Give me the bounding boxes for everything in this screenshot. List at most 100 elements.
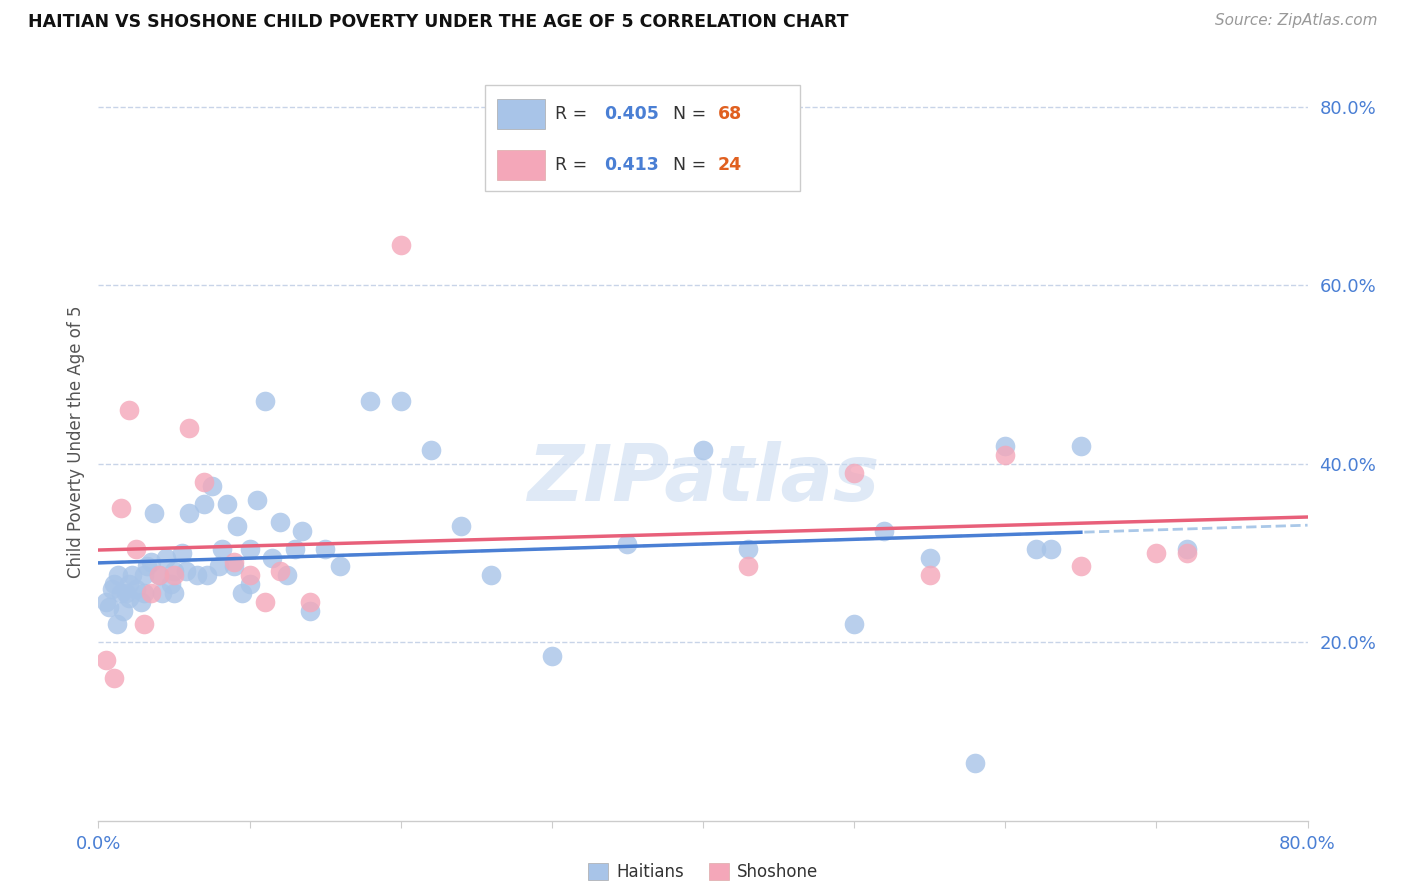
Point: [193, 497, 215, 511]
Text: Source: ZipAtlas.com: Source: ZipAtlas.com: [1215, 13, 1378, 29]
Point: [389, 238, 412, 252]
Point: [174, 564, 197, 578]
Point: [329, 559, 352, 574]
Text: 0.405: 0.405: [603, 105, 659, 123]
Point: [450, 519, 472, 533]
Point: [239, 568, 262, 582]
Text: HAITIAN VS SHOSHONE CHILD POVERTY UNDER THE AGE OF 5 CORRELATION CHART: HAITIAN VS SHOSHONE CHILD POVERTY UNDER …: [28, 13, 849, 31]
Point: [540, 648, 562, 663]
Point: [148, 568, 170, 582]
Point: [1144, 546, 1167, 560]
Point: [692, 443, 714, 458]
Point: [239, 577, 262, 591]
Text: R =: R =: [555, 105, 593, 123]
Point: [299, 604, 322, 618]
Point: [844, 617, 866, 632]
Text: 0.413: 0.413: [603, 156, 658, 174]
Text: R =: R =: [555, 156, 599, 174]
Text: 68: 68: [717, 105, 742, 123]
Point: [360, 394, 382, 409]
Point: [215, 497, 238, 511]
Point: [114, 586, 136, 600]
Point: [129, 595, 152, 609]
Point: [224, 555, 246, 569]
Point: [170, 546, 193, 560]
Point: [143, 506, 166, 520]
Point: [253, 595, 276, 609]
Point: [1039, 541, 1062, 556]
Point: [314, 541, 336, 556]
Point: [179, 421, 201, 435]
Point: [291, 524, 314, 538]
FancyBboxPatch shape: [498, 150, 544, 179]
Point: [132, 586, 155, 600]
Point: [737, 541, 759, 556]
Text: N =: N =: [672, 105, 711, 123]
Point: [253, 394, 276, 409]
Point: [1175, 546, 1198, 560]
Point: [420, 443, 443, 458]
Point: [193, 475, 215, 489]
Point: [918, 568, 941, 582]
Legend: Haitians, Shoshone: Haitians, Shoshone: [581, 856, 825, 888]
Point: [98, 599, 121, 614]
Point: [186, 568, 208, 582]
Point: [284, 541, 307, 556]
Point: [994, 448, 1017, 462]
Text: N =: N =: [672, 156, 711, 174]
Point: [163, 568, 186, 582]
Point: [1024, 541, 1046, 556]
Point: [118, 577, 141, 591]
Point: [1175, 541, 1198, 556]
Point: [481, 568, 503, 582]
Point: [163, 586, 186, 600]
Point: [873, 524, 896, 538]
Point: [94, 595, 117, 609]
Point: [239, 541, 262, 556]
Point: [389, 394, 412, 409]
Point: [179, 506, 201, 520]
Point: [226, 519, 249, 533]
Point: [269, 564, 291, 578]
Point: [616, 537, 638, 551]
Point: [994, 439, 1017, 453]
Point: [224, 559, 246, 574]
Point: [141, 555, 163, 569]
Point: [155, 550, 177, 565]
Point: [118, 403, 141, 417]
Point: [132, 568, 155, 582]
Point: [105, 617, 128, 632]
Point: [1070, 439, 1092, 453]
Point: [1070, 559, 1092, 574]
FancyBboxPatch shape: [498, 99, 544, 128]
Point: [111, 604, 134, 618]
Point: [163, 564, 186, 578]
Point: [965, 756, 987, 770]
Point: [276, 568, 298, 582]
Point: [110, 586, 132, 600]
Point: [148, 568, 170, 582]
Point: [918, 550, 941, 565]
Point: [737, 559, 759, 574]
Point: [132, 617, 155, 632]
Point: [101, 582, 124, 596]
Point: [141, 586, 163, 600]
Point: [160, 577, 183, 591]
Point: [844, 466, 866, 480]
Point: [118, 591, 141, 605]
Y-axis label: Child Poverty Under the Age of 5: Child Poverty Under the Age of 5: [66, 305, 84, 578]
Point: [94, 653, 117, 667]
Point: [246, 492, 269, 507]
Point: [150, 586, 173, 600]
Point: [195, 568, 218, 582]
Point: [299, 595, 322, 609]
Point: [262, 550, 284, 565]
Point: [121, 568, 143, 582]
Point: [231, 586, 253, 600]
Point: [125, 582, 148, 596]
Point: [107, 568, 129, 582]
Point: [103, 577, 125, 591]
Point: [269, 515, 291, 529]
Point: [125, 541, 148, 556]
FancyBboxPatch shape: [485, 85, 800, 191]
